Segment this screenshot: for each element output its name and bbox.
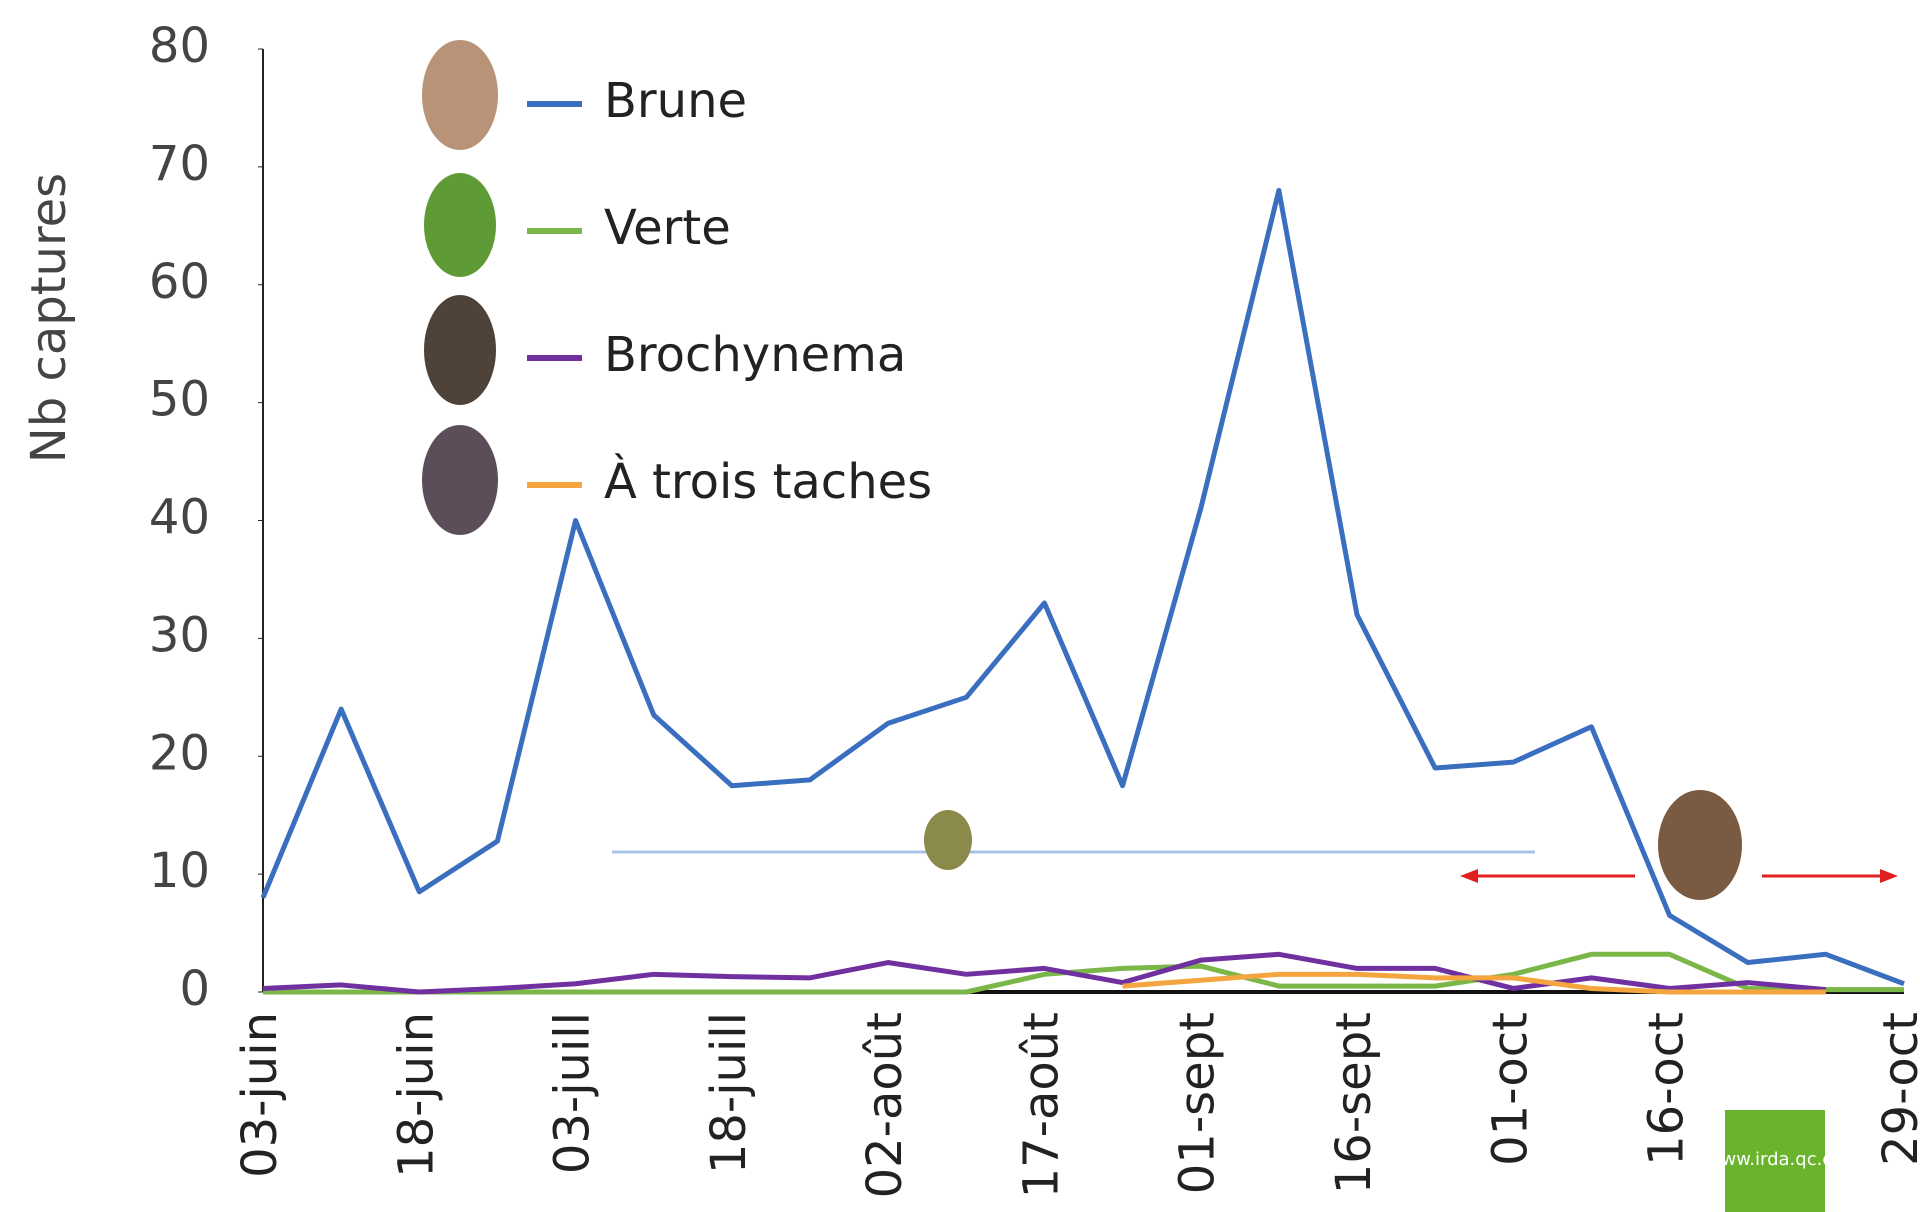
y-tick-label: 80 <box>149 18 210 74</box>
x-tick-label: 01-oct <box>1482 1012 1538 1166</box>
legend-label: À trois taches <box>604 453 932 510</box>
x-tick-label: 18-juin <box>388 1012 444 1178</box>
x-tick-label: 16-oct <box>1639 1012 1695 1166</box>
y-axis-title: Nb captures <box>21 173 77 463</box>
y-tick-label: 40 <box>149 490 210 546</box>
x-tick-label: 18-juill <box>701 1012 757 1174</box>
y-tick-label: 10 <box>149 843 210 899</box>
chart: Nb captures www.irda.qc.ca 0 10 20 30 40 50 60… <box>0 0 1920 1212</box>
x-tick-label: 16-sept <box>1326 1012 1382 1194</box>
y-tick-label: 30 <box>149 607 210 663</box>
legend-label: Brochynema <box>604 327 906 383</box>
y-tick-label: 60 <box>149 254 210 310</box>
x-tick-label: 29-oct <box>1873 1012 1920 1166</box>
x-tick-label: 01-sept <box>1170 1012 1226 1194</box>
x-tick-label: 02-août <box>857 1012 913 1198</box>
watermark: www.irda.qc.ca <box>1707 1149 1843 1170</box>
x-tick-label: 03-juill <box>545 1012 601 1174</box>
y-tick-label: 70 <box>149 136 210 192</box>
legend-label: Verte <box>604 200 731 256</box>
legend-label: Brune <box>604 73 747 129</box>
series-line <box>263 190 1904 983</box>
y-tick-label: 0 <box>179 961 210 1017</box>
x-tick-label: 17-août <box>1013 1012 1069 1198</box>
y-tick-label: 50 <box>149 372 210 428</box>
y-tick-label: 20 <box>149 725 210 781</box>
x-tick-label: 03-juin <box>232 1012 288 1178</box>
